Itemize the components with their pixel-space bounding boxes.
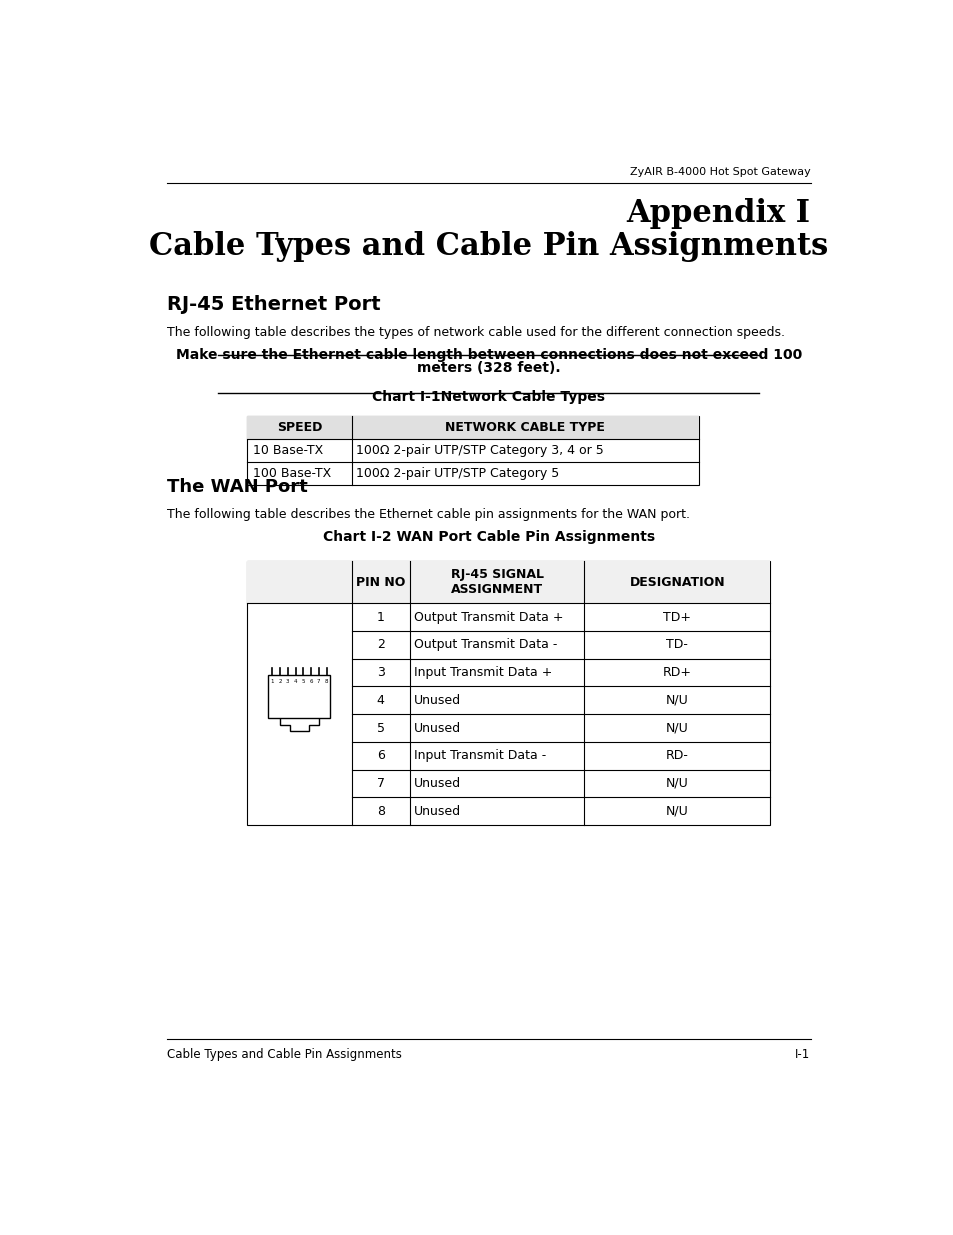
Text: 5: 5 bbox=[376, 721, 384, 735]
Text: 100Ω 2-pair UTP/STP Category 5: 100Ω 2-pair UTP/STP Category 5 bbox=[356, 467, 559, 480]
Text: N/U: N/U bbox=[665, 777, 688, 790]
Bar bbox=[247, 416, 699, 440]
Bar bbox=[247, 561, 769, 825]
Text: I-1: I-1 bbox=[795, 1047, 810, 1061]
Text: N/U: N/U bbox=[665, 694, 688, 706]
Text: 3: 3 bbox=[376, 666, 384, 679]
Text: RD+: RD+ bbox=[662, 666, 691, 679]
Text: N/U: N/U bbox=[665, 721, 688, 735]
Text: 8: 8 bbox=[376, 805, 384, 818]
Text: The WAN Port: The WAN Port bbox=[167, 478, 308, 496]
Text: 2: 2 bbox=[278, 679, 281, 684]
Text: Chart I-2 WAN Port Cable Pin Assignments: Chart I-2 WAN Port Cable Pin Assignments bbox=[322, 530, 655, 543]
Text: 1: 1 bbox=[271, 679, 274, 684]
Text: meters (328 feet).: meters (328 feet). bbox=[416, 362, 560, 375]
Text: PIN NO: PIN NO bbox=[355, 576, 405, 589]
Text: 8: 8 bbox=[324, 679, 328, 684]
Text: Output Transmit Data +: Output Transmit Data + bbox=[414, 610, 562, 624]
Text: 6: 6 bbox=[309, 679, 313, 684]
Bar bbox=[247, 416, 699, 485]
Text: Input Transmit Data -: Input Transmit Data - bbox=[414, 750, 545, 762]
Text: TD+: TD+ bbox=[662, 610, 691, 624]
Text: 10 Base-TX: 10 Base-TX bbox=[253, 445, 323, 457]
Bar bbox=[268, 676, 330, 718]
Text: 6: 6 bbox=[376, 750, 384, 762]
Text: RJ-45 SIGNAL
ASSIGNMENT: RJ-45 SIGNAL ASSIGNMENT bbox=[450, 568, 543, 597]
Text: 7: 7 bbox=[376, 777, 384, 790]
Text: Unused: Unused bbox=[414, 777, 460, 790]
Text: N/U: N/U bbox=[665, 805, 688, 818]
Text: 7: 7 bbox=[316, 679, 320, 684]
Text: The following table describes the Ethernet cable pin assignments for the WAN por: The following table describes the Ethern… bbox=[167, 508, 690, 521]
Text: ZyAIR B-4000 Hot Spot Gateway: ZyAIR B-4000 Hot Spot Gateway bbox=[629, 168, 810, 178]
Text: 5: 5 bbox=[301, 679, 305, 684]
Text: 4: 4 bbox=[376, 694, 384, 706]
Text: SPEED: SPEED bbox=[276, 421, 322, 435]
Text: TD-: TD- bbox=[665, 638, 687, 651]
Text: RJ-45 Ethernet Port: RJ-45 Ethernet Port bbox=[167, 295, 380, 314]
Text: NETWORK CABLE TYPE: NETWORK CABLE TYPE bbox=[445, 421, 604, 435]
Text: 2: 2 bbox=[376, 638, 384, 651]
Text: Appendix I: Appendix I bbox=[626, 198, 810, 228]
Text: Chart I-1Network Cable Types: Chart I-1Network Cable Types bbox=[372, 390, 605, 404]
Text: 4: 4 bbox=[294, 679, 297, 684]
Text: 3: 3 bbox=[286, 679, 290, 684]
Text: Make sure the Ethernet cable length between connections does not exceed 100: Make sure the Ethernet cable length betw… bbox=[175, 348, 801, 362]
Text: RD-: RD- bbox=[665, 750, 688, 762]
Bar bbox=[247, 561, 769, 603]
Text: Input Transmit Data +: Input Transmit Data + bbox=[414, 666, 552, 679]
Text: Unused: Unused bbox=[414, 805, 460, 818]
Text: DESIGNATION: DESIGNATION bbox=[629, 576, 724, 589]
Text: Unused: Unused bbox=[414, 721, 460, 735]
Text: 100Ω 2-pair UTP/STP Category 3, 4 or 5: 100Ω 2-pair UTP/STP Category 3, 4 or 5 bbox=[356, 445, 603, 457]
Text: Cable Types and Cable Pin Assignments: Cable Types and Cable Pin Assignments bbox=[167, 1047, 402, 1061]
Text: 1: 1 bbox=[376, 610, 384, 624]
Text: The following table describes the types of network cable used for the different : The following table describes the types … bbox=[167, 326, 784, 340]
Text: Unused: Unused bbox=[414, 694, 460, 706]
Text: Cable Types and Cable Pin Assignments: Cable Types and Cable Pin Assignments bbox=[149, 231, 828, 262]
Text: Output Transmit Data -: Output Transmit Data - bbox=[414, 638, 557, 651]
Text: 100 Base-TX: 100 Base-TX bbox=[253, 467, 332, 480]
